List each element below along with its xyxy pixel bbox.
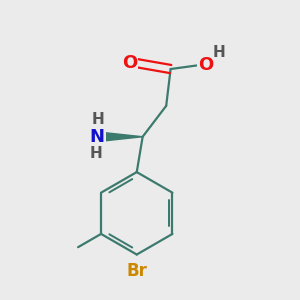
Text: N: N — [89, 128, 104, 146]
Text: H: H — [91, 112, 104, 127]
Text: O: O — [122, 54, 137, 72]
Polygon shape — [104, 133, 142, 141]
Text: Br: Br — [126, 262, 147, 280]
Text: O: O — [198, 56, 214, 74]
Text: H: H — [89, 146, 102, 161]
Text: H: H — [213, 45, 226, 60]
